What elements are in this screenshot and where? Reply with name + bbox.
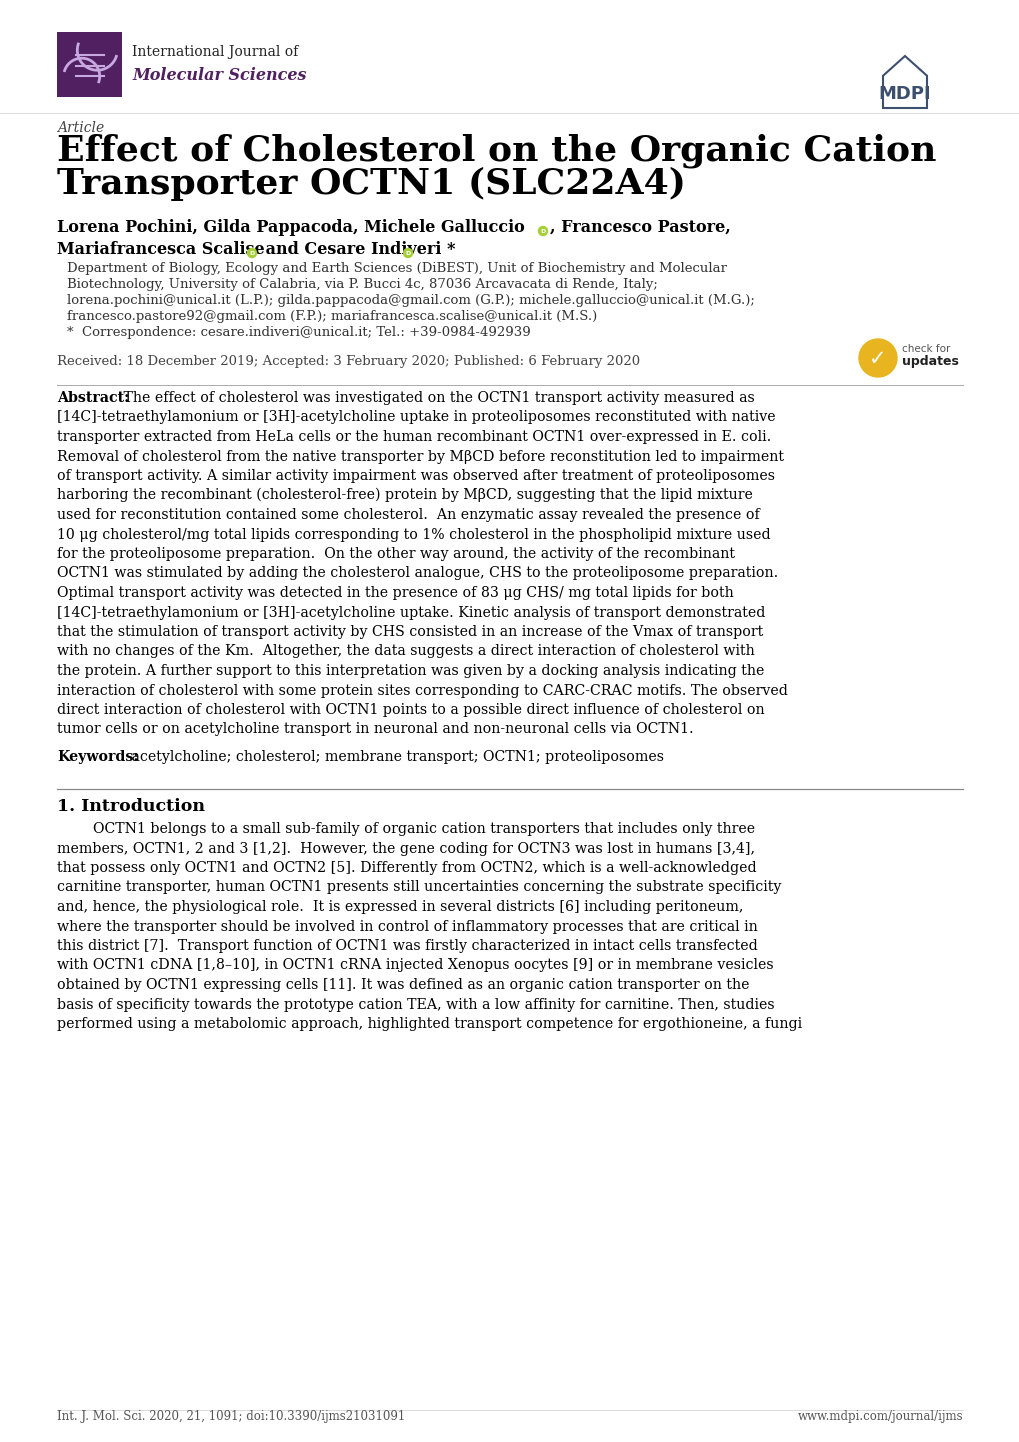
FancyBboxPatch shape	[57, 32, 122, 97]
Text: tumor cells or on acetylcholine transport in neuronal and non-neuronal cells via: tumor cells or on acetylcholine transpor…	[57, 722, 693, 737]
Text: performed using a metabolomic approach, highlighted transport competence for erg: performed using a metabolomic approach, …	[57, 1017, 801, 1031]
Text: obtained by OCTN1 expressing cells [11]. It was defined as an organic cation tra: obtained by OCTN1 expressing cells [11].…	[57, 978, 749, 992]
Text: International Journal of: International Journal of	[131, 45, 298, 59]
Text: D: D	[405, 251, 411, 257]
Text: check for: check for	[901, 345, 950, 353]
Text: for the proteoliposome preparation.  On the other way around, the activity of th: for the proteoliposome preparation. On t…	[57, 547, 735, 561]
Text: MDPI: MDPI	[877, 85, 930, 102]
Text: , Francesco Pastore,: , Francesco Pastore,	[549, 219, 730, 236]
Text: Transporter OCTN1 (SLC22A4): Transporter OCTN1 (SLC22A4)	[57, 167, 686, 200]
Text: The effect of cholesterol was investigated on the OCTN1 transport activity measu: The effect of cholesterol was investigat…	[119, 391, 754, 405]
Text: Effect of Cholesterol on the Organic Cation: Effect of Cholesterol on the Organic Cat…	[57, 133, 935, 167]
Circle shape	[248, 248, 256, 258]
Text: OCTN1 belongs to a small sub-family of organic cation transporters that includes: OCTN1 belongs to a small sub-family of o…	[57, 822, 754, 836]
Text: members, OCTN1, 2 and 3 [1,2].  However, the gene coding for OCTN3 was lost in h: members, OCTN1, 2 and 3 [1,2]. However, …	[57, 842, 754, 855]
Text: of transport activity. A similar activity impairment was observed after treatmen: of transport activity. A similar activit…	[57, 469, 774, 483]
Text: this district [7].  Transport function of OCTN1 was firstly characterized in int: this district [7]. Transport function of…	[57, 939, 757, 953]
Text: direct interaction of cholesterol with OCTN1 points to a possible direct influen: direct interaction of cholesterol with O…	[57, 704, 764, 717]
Text: Removal of cholesterol from the native transporter by MβCD before reconstitution: Removal of cholesterol from the native t…	[57, 450, 784, 463]
Text: Article: Article	[57, 121, 104, 136]
Text: basis of specificity towards the prototype cation TEA, with a low affinity for c: basis of specificity towards the prototy…	[57, 998, 773, 1011]
Text: updates: updates	[901, 355, 958, 368]
Text: ✓: ✓	[868, 349, 886, 369]
Text: Department of Biology, Ecology and Earth Sciences (DiBEST), Unit of Biochemistry: Department of Biology, Ecology and Earth…	[67, 262, 727, 275]
Text: that the stimulation of transport activity by CHS consisted in an increase of th: that the stimulation of transport activi…	[57, 624, 762, 639]
Text: the protein. A further support to this interpretation was given by a docking ana: the protein. A further support to this i…	[57, 663, 763, 678]
Text: where the transporter should be involved in control of inflammatory processes th: where the transporter should be involved…	[57, 920, 757, 933]
Text: francesco.pastore92@gmail.com (F.P.); mariafrancesca.scalise@unical.it (M.S.): francesco.pastore92@gmail.com (F.P.); ma…	[67, 310, 597, 323]
Text: Int. J. Mol. Sci. 2020, 21, 1091; doi:10.3390/ijms21031091: Int. J. Mol. Sci. 2020, 21, 1091; doi:10…	[57, 1410, 405, 1423]
Text: 1. Introduction: 1. Introduction	[57, 797, 205, 815]
Text: [14C]-tetraethylamonium or [3H]-acetylcholine uptake. Kinetic analysis of transp: [14C]-tetraethylamonium or [3H]-acetylch…	[57, 606, 764, 620]
Text: carnitine transporter, human OCTN1 presents still uncertainties concerning the s: carnitine transporter, human OCTN1 prese…	[57, 881, 781, 894]
Text: lorena.pochini@unical.it (L.P.); gilda.pappacoda@gmail.com (G.P.); michele.gallu: lorena.pochini@unical.it (L.P.); gilda.p…	[67, 294, 754, 307]
Circle shape	[538, 226, 547, 235]
Text: harboring the recombinant (cholesterol-free) protein by MβCD, suggesting that th: harboring the recombinant (cholesterol-f…	[57, 487, 752, 502]
Text: acetylcholine; cholesterol; membrane transport; OCTN1; proteoliposomes: acetylcholine; cholesterol; membrane tra…	[127, 750, 663, 764]
Text: 10 μg cholesterol/mg total lipids corresponding to 1% cholesterol in the phospho: 10 μg cholesterol/mg total lipids corres…	[57, 528, 770, 542]
Circle shape	[404, 248, 412, 258]
Text: used for reconstitution contained some cholesterol.  An enzymatic assay revealed: used for reconstitution contained some c…	[57, 508, 759, 522]
Text: Keywords:: Keywords:	[57, 750, 139, 764]
Text: and, hence, the physiological role.  It is expressed in several districts [6] in: and, hence, the physiological role. It i…	[57, 900, 743, 914]
Text: Biotechnology, University of Calabria, via P. Bucci 4c, 87036 Arcavacata di Rend: Biotechnology, University of Calabria, v…	[67, 278, 657, 291]
Text: that possess only OCTN1 and OCTN2 [5]. Differently from OCTN2, which is a well-a: that possess only OCTN1 and OCTN2 [5]. D…	[57, 861, 756, 875]
Text: Received: 18 December 2019; Accepted: 3 February 2020; Published: 6 February 202: Received: 18 December 2019; Accepted: 3 …	[57, 355, 640, 368]
Text: and Cesare Indiveri *: and Cesare Indiveri *	[260, 241, 455, 258]
Text: *  Correspondence: cesare.indiveri@unical.it; Tel.: +39-0984-492939: * Correspondence: cesare.indiveri@unical…	[67, 326, 530, 339]
Text: OCTN1 was stimulated by adding the cholesterol analogue, CHS to the proteoliposo: OCTN1 was stimulated by adding the chole…	[57, 567, 777, 581]
Text: D: D	[540, 229, 545, 234]
Text: D: D	[249, 251, 255, 257]
Text: Lorena Pochini, Gilda Pappacoda, Michele Galluccio: Lorena Pochini, Gilda Pappacoda, Michele…	[57, 219, 524, 236]
Text: [14C]-tetraethylamonium or [3H]-acetylcholine uptake in proteoliposomes reconsti: [14C]-tetraethylamonium or [3H]-acetylch…	[57, 411, 774, 424]
Text: Abstract:: Abstract:	[57, 391, 129, 405]
Circle shape	[858, 339, 896, 376]
Text: interaction of cholesterol with some protein sites corresponding to CARC-CRAC mo: interaction of cholesterol with some pro…	[57, 684, 787, 698]
Text: with OCTN1 cDNA [1,8–10], in OCTN1 cRNA injected Xenopus oocytes [9] or in membr: with OCTN1 cDNA [1,8–10], in OCTN1 cRNA …	[57, 959, 772, 972]
Text: with no changes of the Km.  Altogether, the data suggests a direct interaction o: with no changes of the Km. Altogether, t…	[57, 645, 754, 659]
Text: www.mdpi.com/journal/ijms: www.mdpi.com/journal/ijms	[797, 1410, 962, 1423]
Text: Molecular Sciences: Molecular Sciences	[131, 68, 306, 85]
Text: transporter extracted from HeLa cells or the human recombinant OCTN1 over-expres: transporter extracted from HeLa cells or…	[57, 430, 770, 444]
Text: Mariafrancesca Scalise: Mariafrancesca Scalise	[57, 241, 264, 258]
Text: Optimal transport activity was detected in the presence of 83 μg CHS/ mg total l: Optimal transport activity was detected …	[57, 585, 733, 600]
